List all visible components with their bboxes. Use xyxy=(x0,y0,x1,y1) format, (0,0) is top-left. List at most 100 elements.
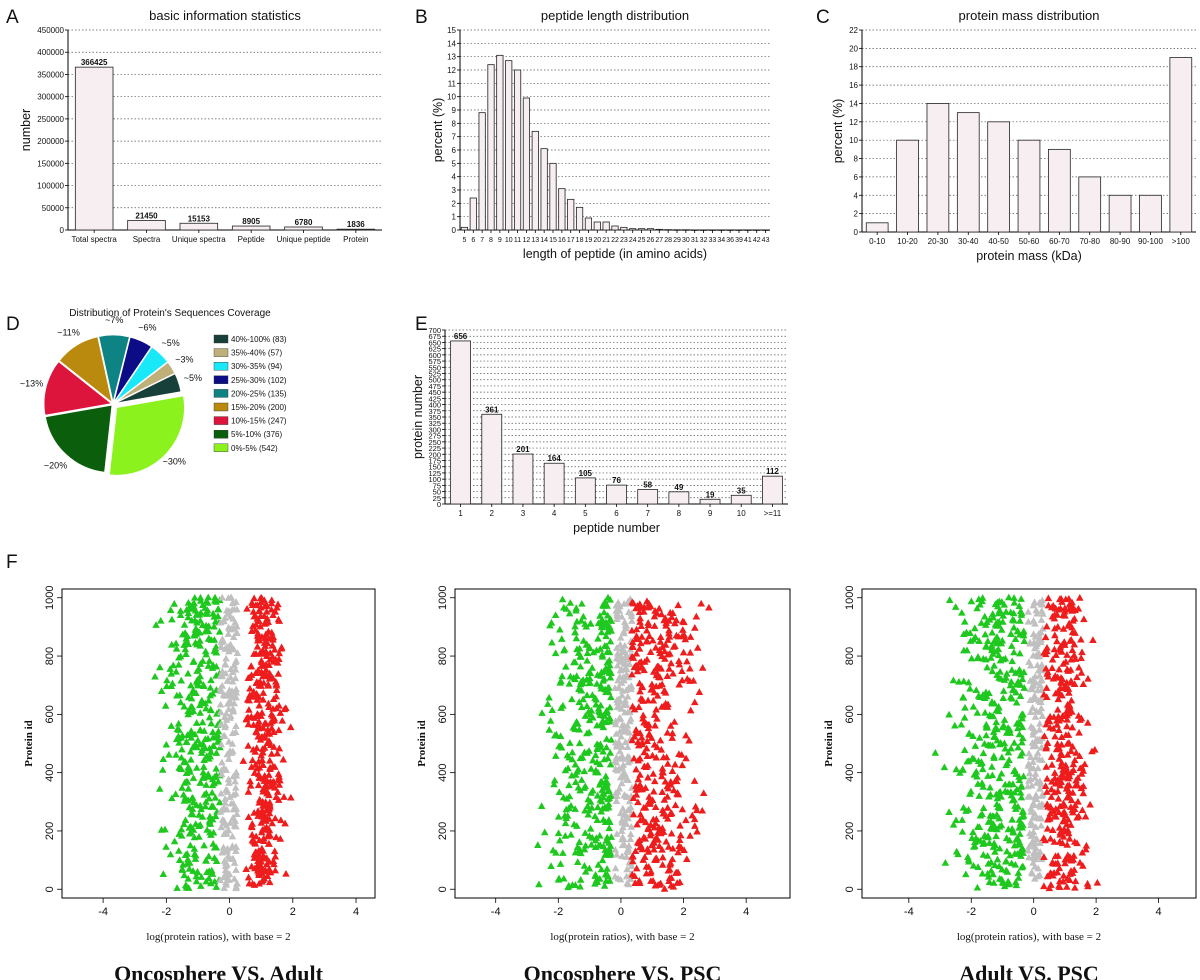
scatter-point xyxy=(665,632,674,640)
x-tick-label: 39 xyxy=(735,237,743,244)
scatter-point xyxy=(579,636,588,644)
scatter-point xyxy=(994,651,1003,659)
scatter-point xyxy=(230,804,238,812)
scatter-point xyxy=(645,800,654,807)
x-tick-label: 42 xyxy=(753,237,761,244)
scatter-point xyxy=(546,717,555,724)
scatter-point xyxy=(202,704,210,712)
scatter-point xyxy=(1065,739,1073,746)
scatter-point xyxy=(193,679,202,687)
scatter-point xyxy=(189,810,197,818)
scatter-point xyxy=(960,746,969,753)
scatter-point xyxy=(627,612,636,620)
scatter-point xyxy=(642,862,651,870)
scatter-point xyxy=(274,615,283,623)
scatter-point xyxy=(250,650,258,657)
scatter-point xyxy=(1057,678,1065,685)
scatter-point xyxy=(695,688,704,696)
scatter-point xyxy=(270,860,278,868)
bar xyxy=(1048,148,1071,233)
scatter-point xyxy=(274,670,283,677)
scatter-point xyxy=(226,640,235,648)
scatter-point xyxy=(266,719,275,726)
scatter-point xyxy=(602,642,611,650)
x-tick-label: 11 xyxy=(514,237,521,244)
scatter-point xyxy=(205,754,213,762)
scatter-point xyxy=(196,660,205,667)
x-tick-label: 2 xyxy=(290,906,296,918)
scatter-point xyxy=(995,673,1003,681)
scatter-point xyxy=(218,758,226,766)
scatter-point xyxy=(966,637,975,644)
scatter-point xyxy=(1054,605,1063,613)
scatter-point xyxy=(212,883,221,890)
chart-title: Oncosphere VS. PSC xyxy=(524,961,722,980)
scatter-point xyxy=(228,832,237,840)
scatter-point xyxy=(1064,851,1072,859)
bar xyxy=(1017,139,1041,233)
legend-swatch xyxy=(213,362,229,371)
scatter-point xyxy=(216,708,225,716)
scatter-point xyxy=(1034,764,1042,772)
scatter-point xyxy=(592,700,600,708)
scatter-point xyxy=(182,882,191,890)
x-tick-label: 80-90 xyxy=(1110,237,1131,246)
scatter-point xyxy=(641,784,650,791)
scatter-point xyxy=(263,614,271,622)
scatter-point xyxy=(201,744,209,751)
scatter-point xyxy=(580,845,589,853)
scatter-point xyxy=(1031,619,1039,627)
scatter-point xyxy=(177,676,186,684)
scatter-point xyxy=(678,805,687,813)
scatter-point xyxy=(1015,730,1024,738)
scatter-point xyxy=(997,792,1005,800)
scatter-point xyxy=(642,869,651,877)
bar xyxy=(127,220,166,231)
scatter-point xyxy=(1067,677,1075,684)
y-tick-label: 400 xyxy=(428,401,441,410)
scatter-point xyxy=(1010,648,1018,656)
scatter-point xyxy=(632,765,640,773)
scatter-point xyxy=(185,864,194,872)
scatter-point xyxy=(641,834,650,842)
scatter-point xyxy=(626,830,635,838)
scatter-point xyxy=(208,664,217,671)
scatter-point xyxy=(677,843,685,851)
scatter-point xyxy=(246,781,255,789)
x-tick-label: 21 xyxy=(602,237,610,244)
scatter-point xyxy=(189,774,198,781)
scatter-point xyxy=(554,875,563,883)
panel-letter-a: A xyxy=(6,7,19,28)
scatter-point xyxy=(668,767,677,775)
scatter-point xyxy=(173,691,181,699)
scatter-point xyxy=(989,870,997,878)
y-tick-label: 200 xyxy=(44,822,56,840)
scatter-point xyxy=(1047,881,1055,888)
scatter-point xyxy=(229,633,238,640)
y-tick-label: 400000 xyxy=(37,48,64,57)
scatter-point xyxy=(1063,750,1072,758)
y-axis-label: Protein id xyxy=(416,720,428,767)
scatter-point xyxy=(181,793,190,801)
scatter-point xyxy=(638,845,647,853)
scatter-point xyxy=(693,827,701,835)
scatter-point xyxy=(649,770,658,777)
scatter-point xyxy=(196,593,205,601)
scatter-point xyxy=(186,841,195,849)
scatter-point xyxy=(1012,698,1021,706)
scatter-point xyxy=(671,619,679,627)
x-tick-label: 33 xyxy=(709,237,717,244)
scatter-point xyxy=(624,806,632,814)
scatter-point xyxy=(287,793,295,801)
scatter-point xyxy=(1030,639,1039,646)
scatter-point xyxy=(599,789,608,796)
scatter-point xyxy=(957,720,966,728)
scatter-point xyxy=(1010,739,1019,746)
scatter-point xyxy=(1047,603,1056,611)
scatter-point xyxy=(985,839,994,846)
scatter-point xyxy=(606,749,615,756)
scatter-point xyxy=(657,664,665,672)
scatter-point xyxy=(1029,724,1037,732)
x-tick-label: -4 xyxy=(98,906,108,918)
scatter-point xyxy=(1002,866,1010,874)
